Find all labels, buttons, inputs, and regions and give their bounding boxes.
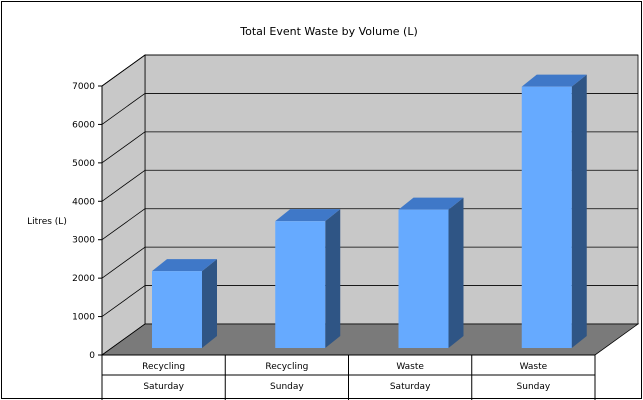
y-tick-label: 1000 bbox=[72, 313, 95, 323]
bar-front-face bbox=[522, 87, 572, 348]
bar bbox=[522, 75, 587, 348]
chart-title: Total Event Waste by Volume (L) bbox=[239, 25, 418, 38]
y-tick-label: 4000 bbox=[72, 197, 95, 207]
bar-front-face bbox=[275, 221, 325, 348]
y-tick-label: 5000 bbox=[72, 159, 95, 169]
x-category-label: Recycling bbox=[142, 362, 185, 372]
bar bbox=[152, 259, 217, 348]
x-category-sublabel: Saturday bbox=[143, 382, 184, 392]
y-tick-label: 6000 bbox=[72, 120, 95, 130]
x-category-label: Waste bbox=[396, 362, 424, 372]
bar-front-face bbox=[152, 271, 202, 348]
x-category-sublabel: Saturday bbox=[390, 382, 431, 392]
x-axis-categories: Recycling Saturday Recycling Sunday Waste Sat… bbox=[102, 355, 595, 400]
bar-side-face bbox=[572, 75, 587, 348]
side-wall bbox=[102, 55, 145, 355]
y-tick-label: 0 bbox=[89, 351, 95, 361]
x-category-label: Recycling bbox=[265, 362, 308, 372]
x-category-sublabel: Sunday bbox=[517, 382, 551, 392]
y-axis-title: Litres (L) bbox=[27, 217, 67, 227]
bar-side-face bbox=[449, 198, 464, 348]
bar bbox=[399, 198, 464, 348]
y-axis-ticks: 0 1000 2000 3000 4000 5000 6000 7000 bbox=[72, 82, 102, 361]
y-tick-label: 2000 bbox=[72, 274, 95, 284]
bar-side-face bbox=[202, 259, 217, 348]
bar-front-face bbox=[399, 210, 449, 348]
y-tick-label: 7000 bbox=[72, 82, 95, 92]
x-category-sublabel: Sunday bbox=[270, 382, 304, 392]
x-category-label: Waste bbox=[520, 362, 548, 372]
bar-side-face bbox=[325, 209, 340, 348]
bar bbox=[275, 209, 340, 348]
y-tick-label: 3000 bbox=[72, 236, 95, 246]
